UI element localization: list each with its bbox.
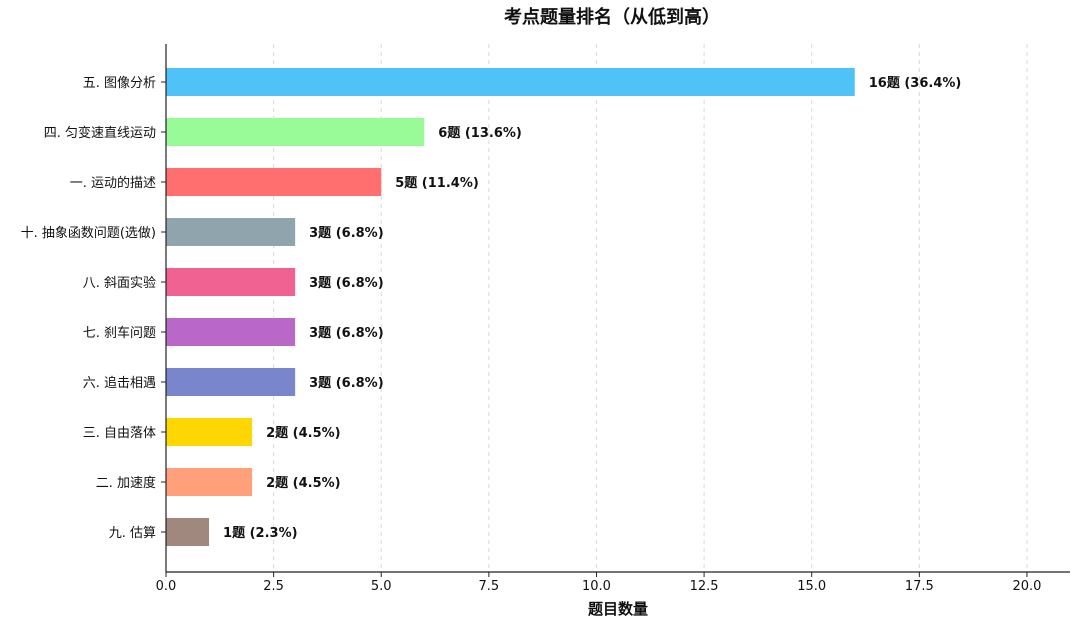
category-label: 十. 抽象函数问题(选做) xyxy=(21,226,156,241)
bars-layer xyxy=(166,68,855,546)
x-tick-label: 15.0 xyxy=(797,579,826,594)
bar xyxy=(166,368,296,396)
category-label: 二. 加速度 xyxy=(96,475,156,491)
bar xyxy=(166,518,210,546)
category-label: 五. 图像分析 xyxy=(83,76,156,91)
axis-layer: 0.0 2.5 5.0 7.5 10.0 12.5 15.0 17.5 20.0 xyxy=(156,44,1070,594)
bar-value-label: 3题 (6.8%) xyxy=(309,226,384,241)
chart-title: 考点题量排名（从低到高） xyxy=(504,6,720,28)
x-tick-label: 12.5 xyxy=(690,579,719,594)
category-label: 六. 追击相遇 xyxy=(83,375,156,391)
category-label: 八. 斜面实验 xyxy=(83,275,156,291)
bar xyxy=(166,318,296,346)
category-label: 九. 估算 xyxy=(109,526,156,541)
bar xyxy=(166,468,253,496)
bar xyxy=(166,218,296,246)
bar xyxy=(166,418,253,446)
category-label: 一. 运动的描述 xyxy=(70,175,156,191)
bar xyxy=(166,168,382,196)
bar xyxy=(166,268,296,296)
bar xyxy=(166,68,855,96)
x-axis-title: 题目数量 xyxy=(588,600,648,618)
bar-value-label: 5题 (11.4%) xyxy=(395,176,479,191)
bar-value-label: 1题 (2.3%) xyxy=(223,526,298,541)
bar-value-label: 6题 (13.6%) xyxy=(438,126,522,141)
x-tick-label: 0.0 xyxy=(156,579,177,594)
category-label: 七. 刹车问题 xyxy=(83,325,156,341)
bar-value-label: 2题 (4.5%) xyxy=(266,476,341,491)
category-label: 三. 自由落体 xyxy=(83,426,156,441)
x-tick-label: 2.5 xyxy=(263,579,284,594)
x-tick-label: 5.0 xyxy=(371,579,392,594)
bar-value-label: 3题 (6.8%) xyxy=(309,276,384,291)
bar-value-label: 3题 (6.8%) xyxy=(309,326,384,341)
bar-value-label: 2题 (4.5%) xyxy=(266,426,341,441)
category-label: 四. 匀变速直线运动 xyxy=(44,125,156,141)
labels-layer: 五. 图像分析 16题 (36.4%) 四. 匀变速直线运动 6题 (13.6%) 一.… xyxy=(21,76,962,541)
x-tick-label: 20.0 xyxy=(1012,579,1041,594)
bar xyxy=(166,118,425,146)
x-tick-label: 10.0 xyxy=(582,579,611,594)
x-tick-label: 7.5 xyxy=(479,579,500,594)
x-tick-label: 17.5 xyxy=(905,579,934,594)
bar-value-label: 16题 (36.4%) xyxy=(869,76,962,91)
bar-value-label: 3题 (6.8%) xyxy=(309,376,384,391)
